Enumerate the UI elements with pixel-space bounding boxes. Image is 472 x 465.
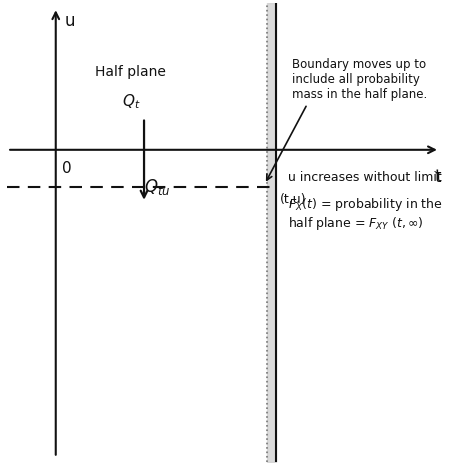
Text: $Q_{tu}$: $Q_{tu}$ [144,177,170,197]
Text: (t,u): (t,u) [280,193,306,206]
Text: u increases without limit: u increases without limit [287,171,441,184]
Text: $Q_t$: $Q_t$ [122,92,140,111]
Text: t: t [434,168,441,186]
Text: Half plane: Half plane [95,65,166,79]
Text: Boundary moves up to
include all probability
mass in the half plane.: Boundary moves up to include all probabi… [292,58,427,101]
Text: u: u [65,12,75,30]
Text: $F_X(t)$ = probability in the
half plane = $F_{XY}$ $(t,\infty)$: $F_X(t)$ = probability in the half plane… [287,196,442,232]
Text: 0: 0 [62,161,72,176]
